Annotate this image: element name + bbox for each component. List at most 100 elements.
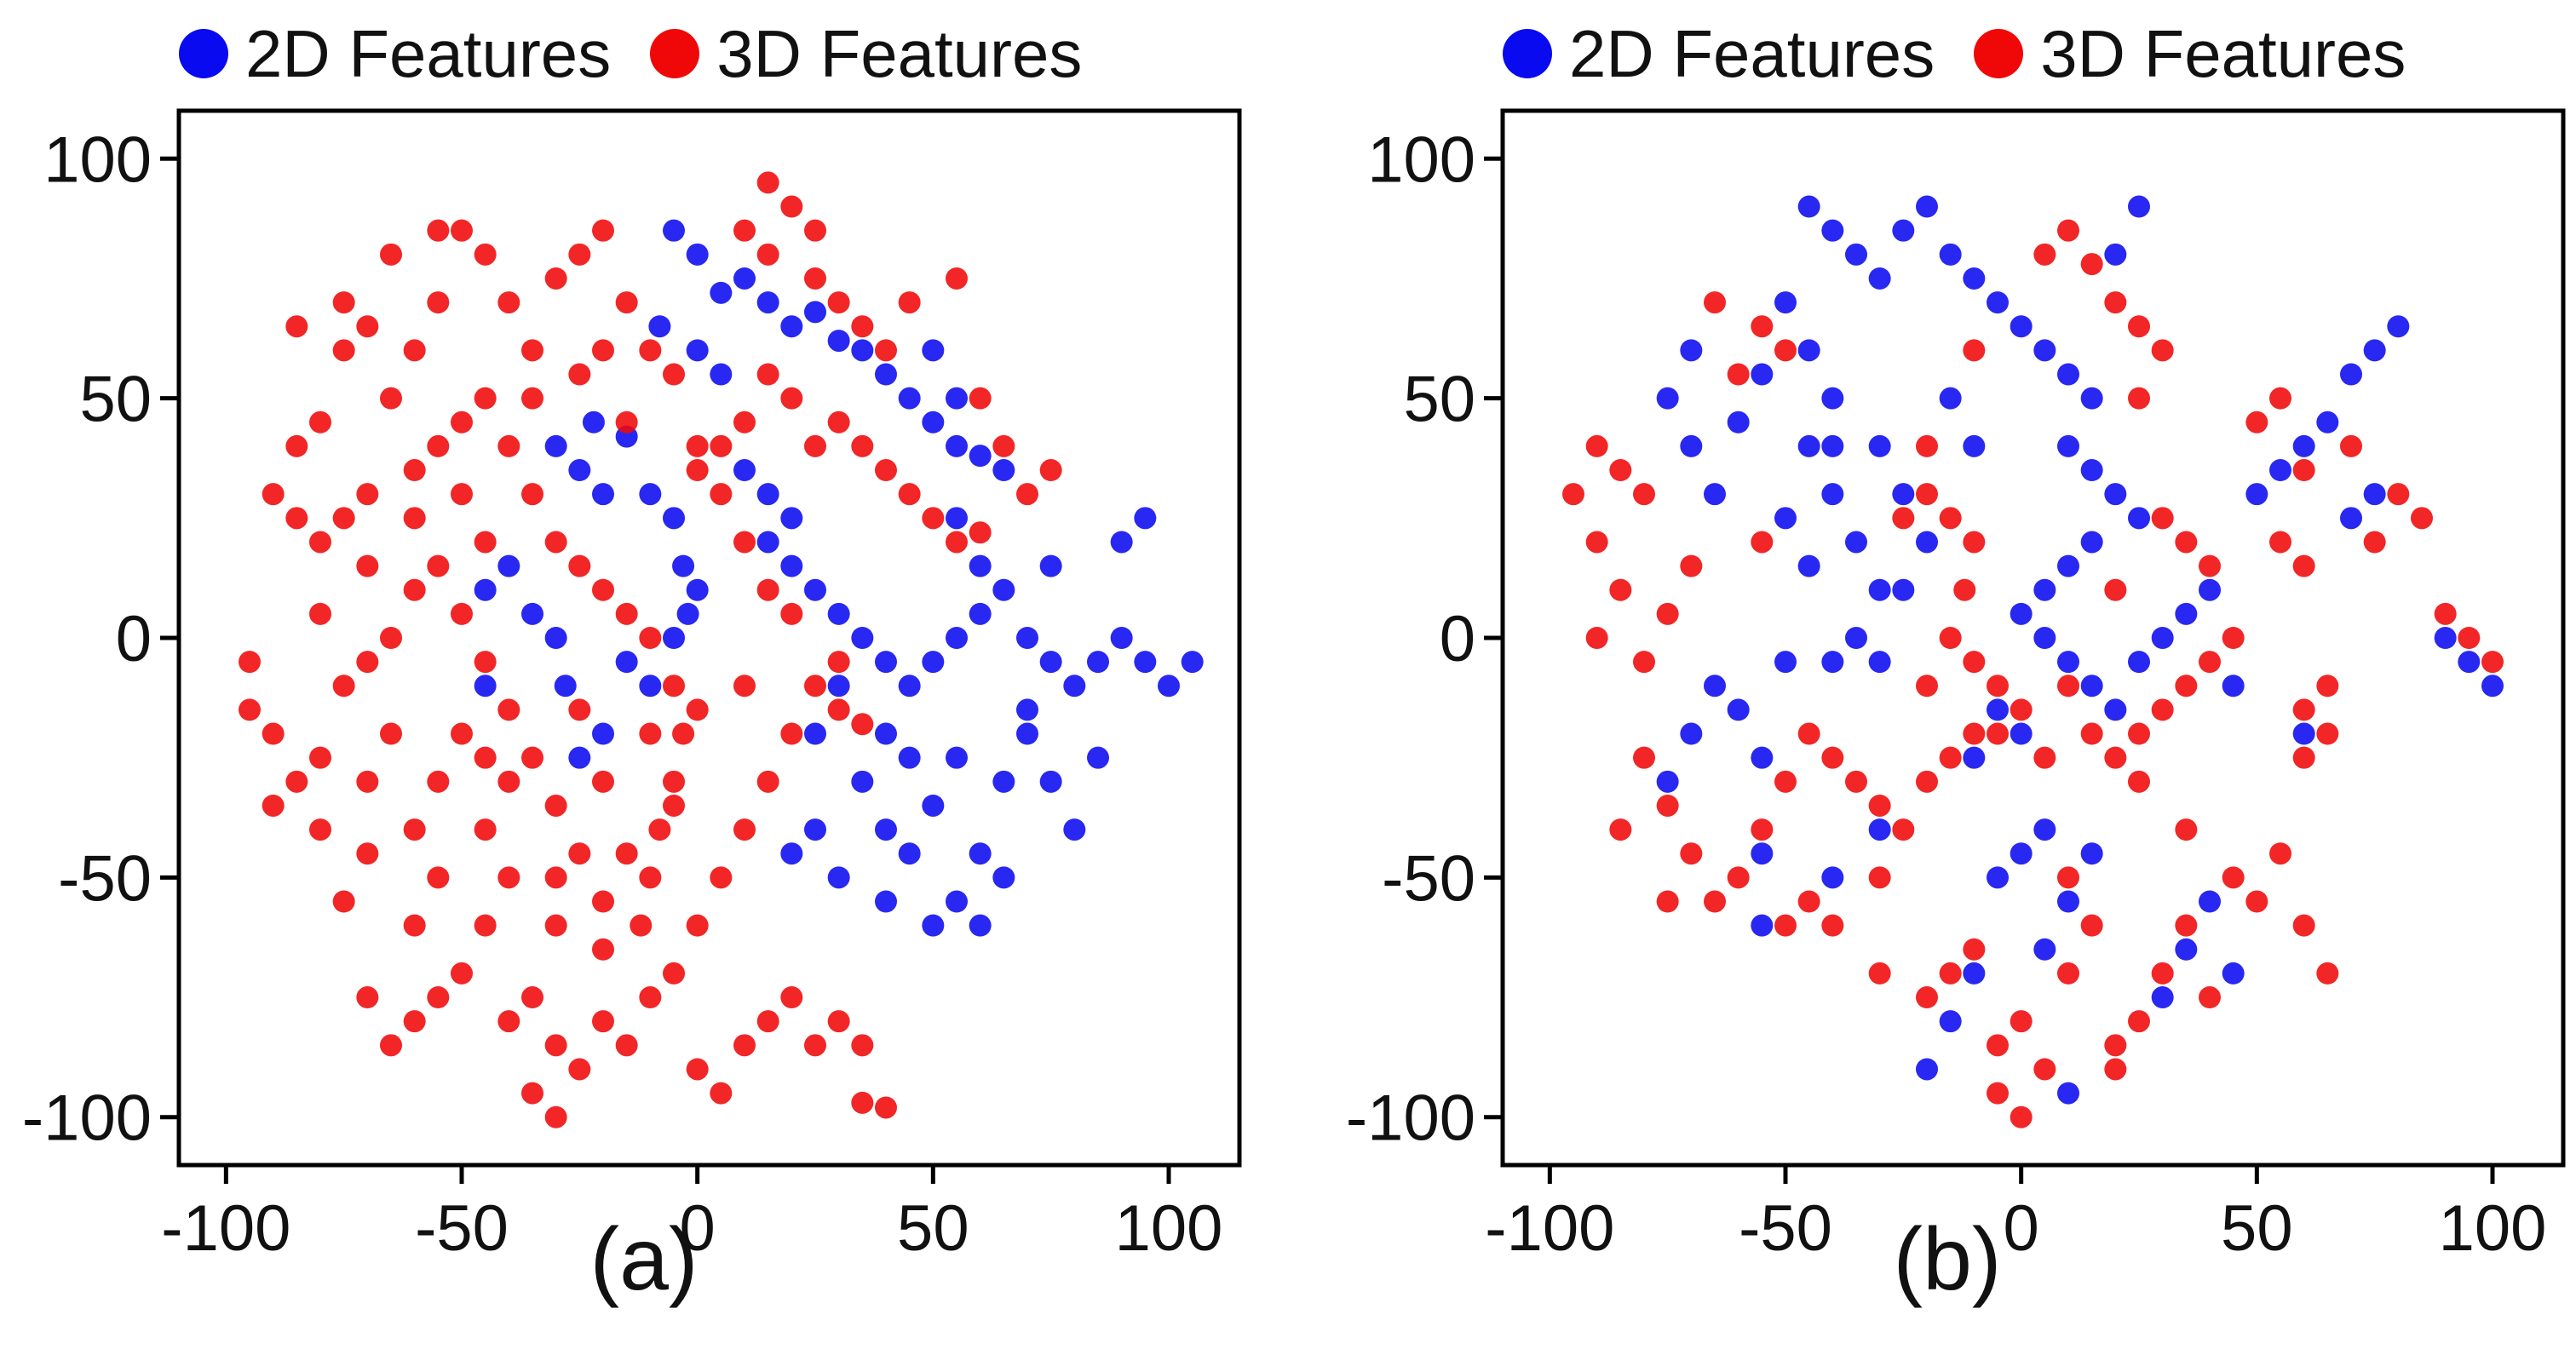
- point-2d-features: [2199, 890, 2221, 913]
- point-3d-features: [946, 531, 968, 554]
- point-2d-features: [1797, 434, 1820, 457]
- y-tick-label: 100: [1367, 123, 1475, 196]
- point-3d-features: [1868, 794, 1891, 817]
- point-3d-features: [780, 195, 803, 218]
- point-3d-features: [497, 1010, 520, 1033]
- point-2d-features: [2080, 531, 2103, 554]
- point-2d-features: [2175, 938, 2198, 961]
- point-3d-features: [1656, 890, 1679, 913]
- point-2d-features: [2057, 434, 2079, 457]
- point-2d-features: [2057, 651, 2079, 674]
- panel-caption: (b): [1893, 1210, 2002, 1309]
- point-3d-features: [1585, 434, 1608, 457]
- point-2d-features: [733, 459, 756, 482]
- point-3d-features: [686, 459, 709, 482]
- point-3d-features: [356, 315, 379, 338]
- point-3d-features: [898, 483, 921, 506]
- point-2d-features: [1821, 219, 1844, 242]
- point-2d-features: [1063, 675, 1086, 698]
- point-3d-features: [592, 1010, 614, 1033]
- point-2d-features: [969, 842, 992, 865]
- point-2d-features: [2175, 602, 2198, 625]
- point-3d-features: [1609, 818, 1632, 841]
- point-3d-features: [309, 818, 331, 841]
- point-2d-features: [827, 675, 850, 698]
- point-3d-features: [356, 651, 379, 674]
- point-3d-features: [1939, 507, 1962, 530]
- point-3d-features: [2080, 914, 2103, 937]
- point-2d-features: [1892, 578, 1915, 601]
- point-3d-features: [851, 315, 874, 338]
- point-2d-features: [804, 301, 826, 324]
- point-3d-features: [403, 818, 426, 841]
- legend: 2D Features 3D Features: [179, 15, 1121, 92]
- point-3d-features: [2292, 459, 2315, 482]
- point-2d-features: [851, 770, 874, 793]
- point-3d-features: [568, 243, 591, 266]
- point-2d-features: [554, 675, 577, 698]
- point-3d-features: [2292, 554, 2315, 577]
- point-3d-features: [2128, 770, 2150, 793]
- point-3d-features: [474, 651, 497, 674]
- point-2d-features: [1939, 243, 1962, 266]
- point-3d-features: [663, 770, 685, 793]
- point-3d-features: [992, 434, 1015, 457]
- point-2d-features: [827, 866, 850, 889]
- point-2d-features: [2222, 962, 2245, 985]
- point-3d-features: [332, 507, 355, 530]
- point-3d-features: [2175, 531, 2198, 554]
- point-3d-features: [1633, 651, 1655, 674]
- point-3d-features: [427, 554, 450, 577]
- point-3d-features: [2481, 651, 2504, 674]
- point-2d-features: [1680, 434, 1703, 457]
- point-2d-features: [474, 578, 497, 601]
- point-2d-features: [922, 339, 945, 362]
- point-3d-features: [780, 986, 803, 1009]
- point-2d-features: [756, 483, 779, 506]
- point-2d-features: [898, 387, 921, 410]
- point-3d-features: [1751, 315, 1774, 338]
- point-3d-features: [427, 291, 450, 314]
- point-3d-features: [380, 387, 402, 410]
- point-2d-features: [1751, 842, 1774, 865]
- point-2d-features: [1087, 746, 1109, 769]
- point-2d-features: [1016, 722, 1038, 745]
- point-3d-features: [780, 722, 803, 745]
- point-2d-features: [2033, 938, 2056, 961]
- point-3d-features: [804, 1034, 826, 1057]
- point-3d-features: [710, 1082, 733, 1105]
- legend-label-2d: 2D Features: [1569, 15, 1935, 91]
- point-2d-features: [2199, 578, 2221, 601]
- point-2d-features: [2340, 507, 2362, 530]
- point-3d-features: [804, 219, 826, 242]
- point-2d-features: [1963, 746, 1986, 769]
- y-tick-label: -100: [22, 1082, 152, 1155]
- point-2d-features: [1656, 770, 1679, 793]
- point-3d-features: [663, 962, 685, 985]
- point-2d-features: [851, 627, 874, 649]
- point-3d-features: [1939, 627, 1962, 649]
- point-2d-features: [1704, 675, 1726, 698]
- point-2d-features: [1704, 483, 1726, 506]
- point-2d-features: [1797, 554, 1820, 577]
- point-2d-features: [2434, 627, 2457, 649]
- point-2d-features: [686, 578, 709, 601]
- x-tick-label: -100: [161, 1192, 290, 1265]
- point-3d-features: [639, 986, 662, 1009]
- point-3d-features: [2363, 531, 2386, 554]
- point-3d-features: [1987, 722, 2009, 745]
- point-2d-features: [2033, 818, 2056, 841]
- point-3d-features: [1609, 459, 1632, 482]
- point-2d-features: [1110, 531, 1133, 554]
- point-3d-features: [568, 698, 591, 721]
- point-3d-features: [592, 578, 614, 601]
- point-3d-features: [733, 1034, 756, 1057]
- point-2d-features: [1680, 339, 1703, 362]
- point-3d-features: [427, 986, 450, 1009]
- point-3d-features: [403, 459, 426, 482]
- point-2d-features: [639, 483, 662, 506]
- point-3d-features: [309, 531, 331, 554]
- point-2d-features: [827, 330, 850, 353]
- point-2d-features: [1987, 291, 2009, 314]
- point-3d-features: [2151, 962, 2174, 985]
